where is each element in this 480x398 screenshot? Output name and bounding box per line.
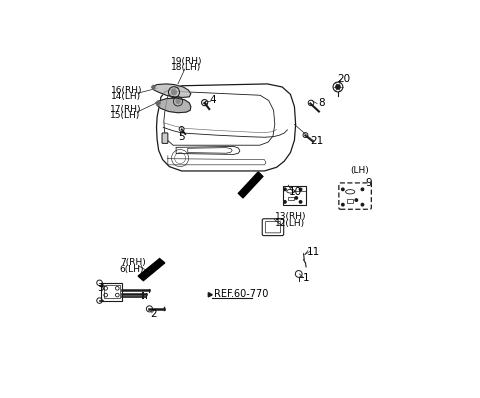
Polygon shape: [239, 172, 263, 198]
Text: 7(RH): 7(RH): [120, 258, 145, 267]
Bar: [288, 197, 294, 200]
Circle shape: [342, 203, 344, 206]
Circle shape: [176, 100, 180, 103]
Text: 13(RH): 13(RH): [275, 213, 307, 221]
Text: 6(LH): 6(LH): [120, 265, 144, 273]
Text: 16(RH): 16(RH): [111, 86, 143, 95]
Text: 3: 3: [97, 283, 104, 293]
Circle shape: [300, 201, 302, 203]
Circle shape: [361, 188, 364, 191]
Text: 2: 2: [151, 309, 157, 319]
Circle shape: [284, 201, 286, 203]
Text: 21: 21: [310, 136, 323, 146]
Bar: [104, 285, 120, 298]
Text: 8: 8: [318, 98, 324, 108]
Text: 20: 20: [337, 74, 350, 84]
Polygon shape: [152, 85, 155, 90]
Circle shape: [295, 197, 298, 199]
Bar: [283, 185, 306, 205]
FancyBboxPatch shape: [162, 133, 168, 143]
Circle shape: [336, 85, 340, 89]
Bar: [101, 283, 122, 300]
Circle shape: [361, 203, 364, 206]
Text: (LH): (LH): [350, 166, 369, 176]
Text: 17(RH): 17(RH): [109, 105, 141, 113]
Polygon shape: [156, 101, 159, 105]
Text: 4: 4: [209, 95, 216, 105]
Bar: [347, 199, 353, 203]
Polygon shape: [208, 293, 212, 297]
Circle shape: [355, 199, 358, 201]
Text: 9: 9: [365, 178, 372, 188]
Circle shape: [284, 188, 286, 191]
Circle shape: [342, 188, 344, 191]
Text: 19(RH): 19(RH): [170, 57, 202, 66]
Text: 5: 5: [179, 132, 185, 142]
Text: 14(LH): 14(LH): [111, 92, 141, 101]
Polygon shape: [138, 259, 165, 281]
Polygon shape: [153, 84, 191, 98]
Text: REF.60-770: REF.60-770: [214, 289, 268, 299]
Circle shape: [171, 90, 177, 95]
Circle shape: [300, 188, 302, 191]
Text: 10: 10: [288, 187, 301, 197]
Text: 1: 1: [302, 273, 309, 283]
Text: 12(LH): 12(LH): [275, 219, 305, 228]
Text: 11: 11: [307, 246, 320, 257]
Text: 18(LH): 18(LH): [171, 64, 202, 72]
Polygon shape: [156, 98, 191, 113]
Text: 15(LH): 15(LH): [109, 111, 140, 120]
